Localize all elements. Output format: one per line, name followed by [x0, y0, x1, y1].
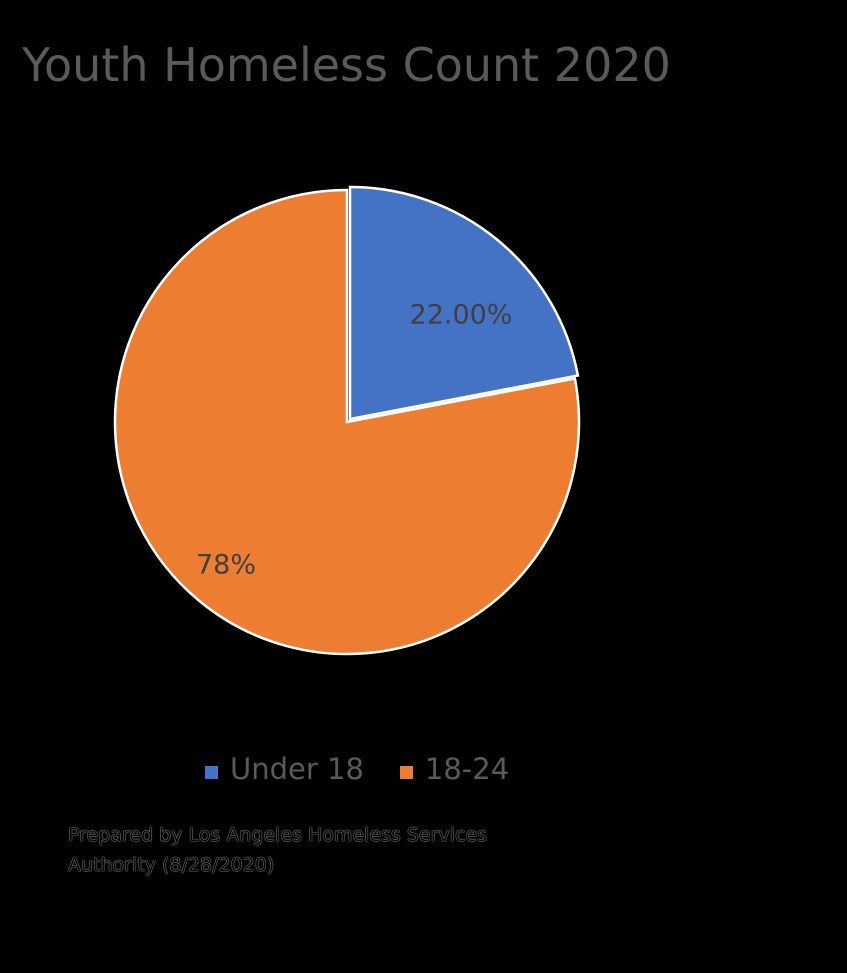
legend-item-under-18: Under 18	[205, 752, 364, 786]
legend-swatch-under-18	[205, 765, 218, 779]
callout-arrows	[501, 136, 847, 494]
pie-slice-under-18	[348, 185, 580, 421]
arrowhead-under-18	[501, 221, 529, 253]
legend-swatch-18-24	[399, 765, 413, 779]
arrowhead-18-24	[572, 466, 604, 494]
data-label-under-18: 22.00%	[410, 300, 513, 331]
legend-label-18-24: 18-24	[424, 752, 510, 786]
pie-slice-18-24	[113, 188, 581, 656]
legend-label-under-18: Under 18	[230, 752, 364, 786]
source-footnote: Prepared by Los Angeles Homeless Service…	[68, 824, 487, 876]
chart-title: Youth Homeless Count 2020	[22, 38, 671, 92]
data-label-18-24: 78%	[196, 550, 256, 581]
legend-item-18-24: 18-24	[399, 752, 510, 786]
pie-data-labels: 22.00% 78%	[196, 300, 512, 581]
callout-arrow-under-18	[514, 136, 847, 245]
legend: Under 18 18-24	[205, 752, 545, 786]
pie-slices	[113, 185, 581, 656]
